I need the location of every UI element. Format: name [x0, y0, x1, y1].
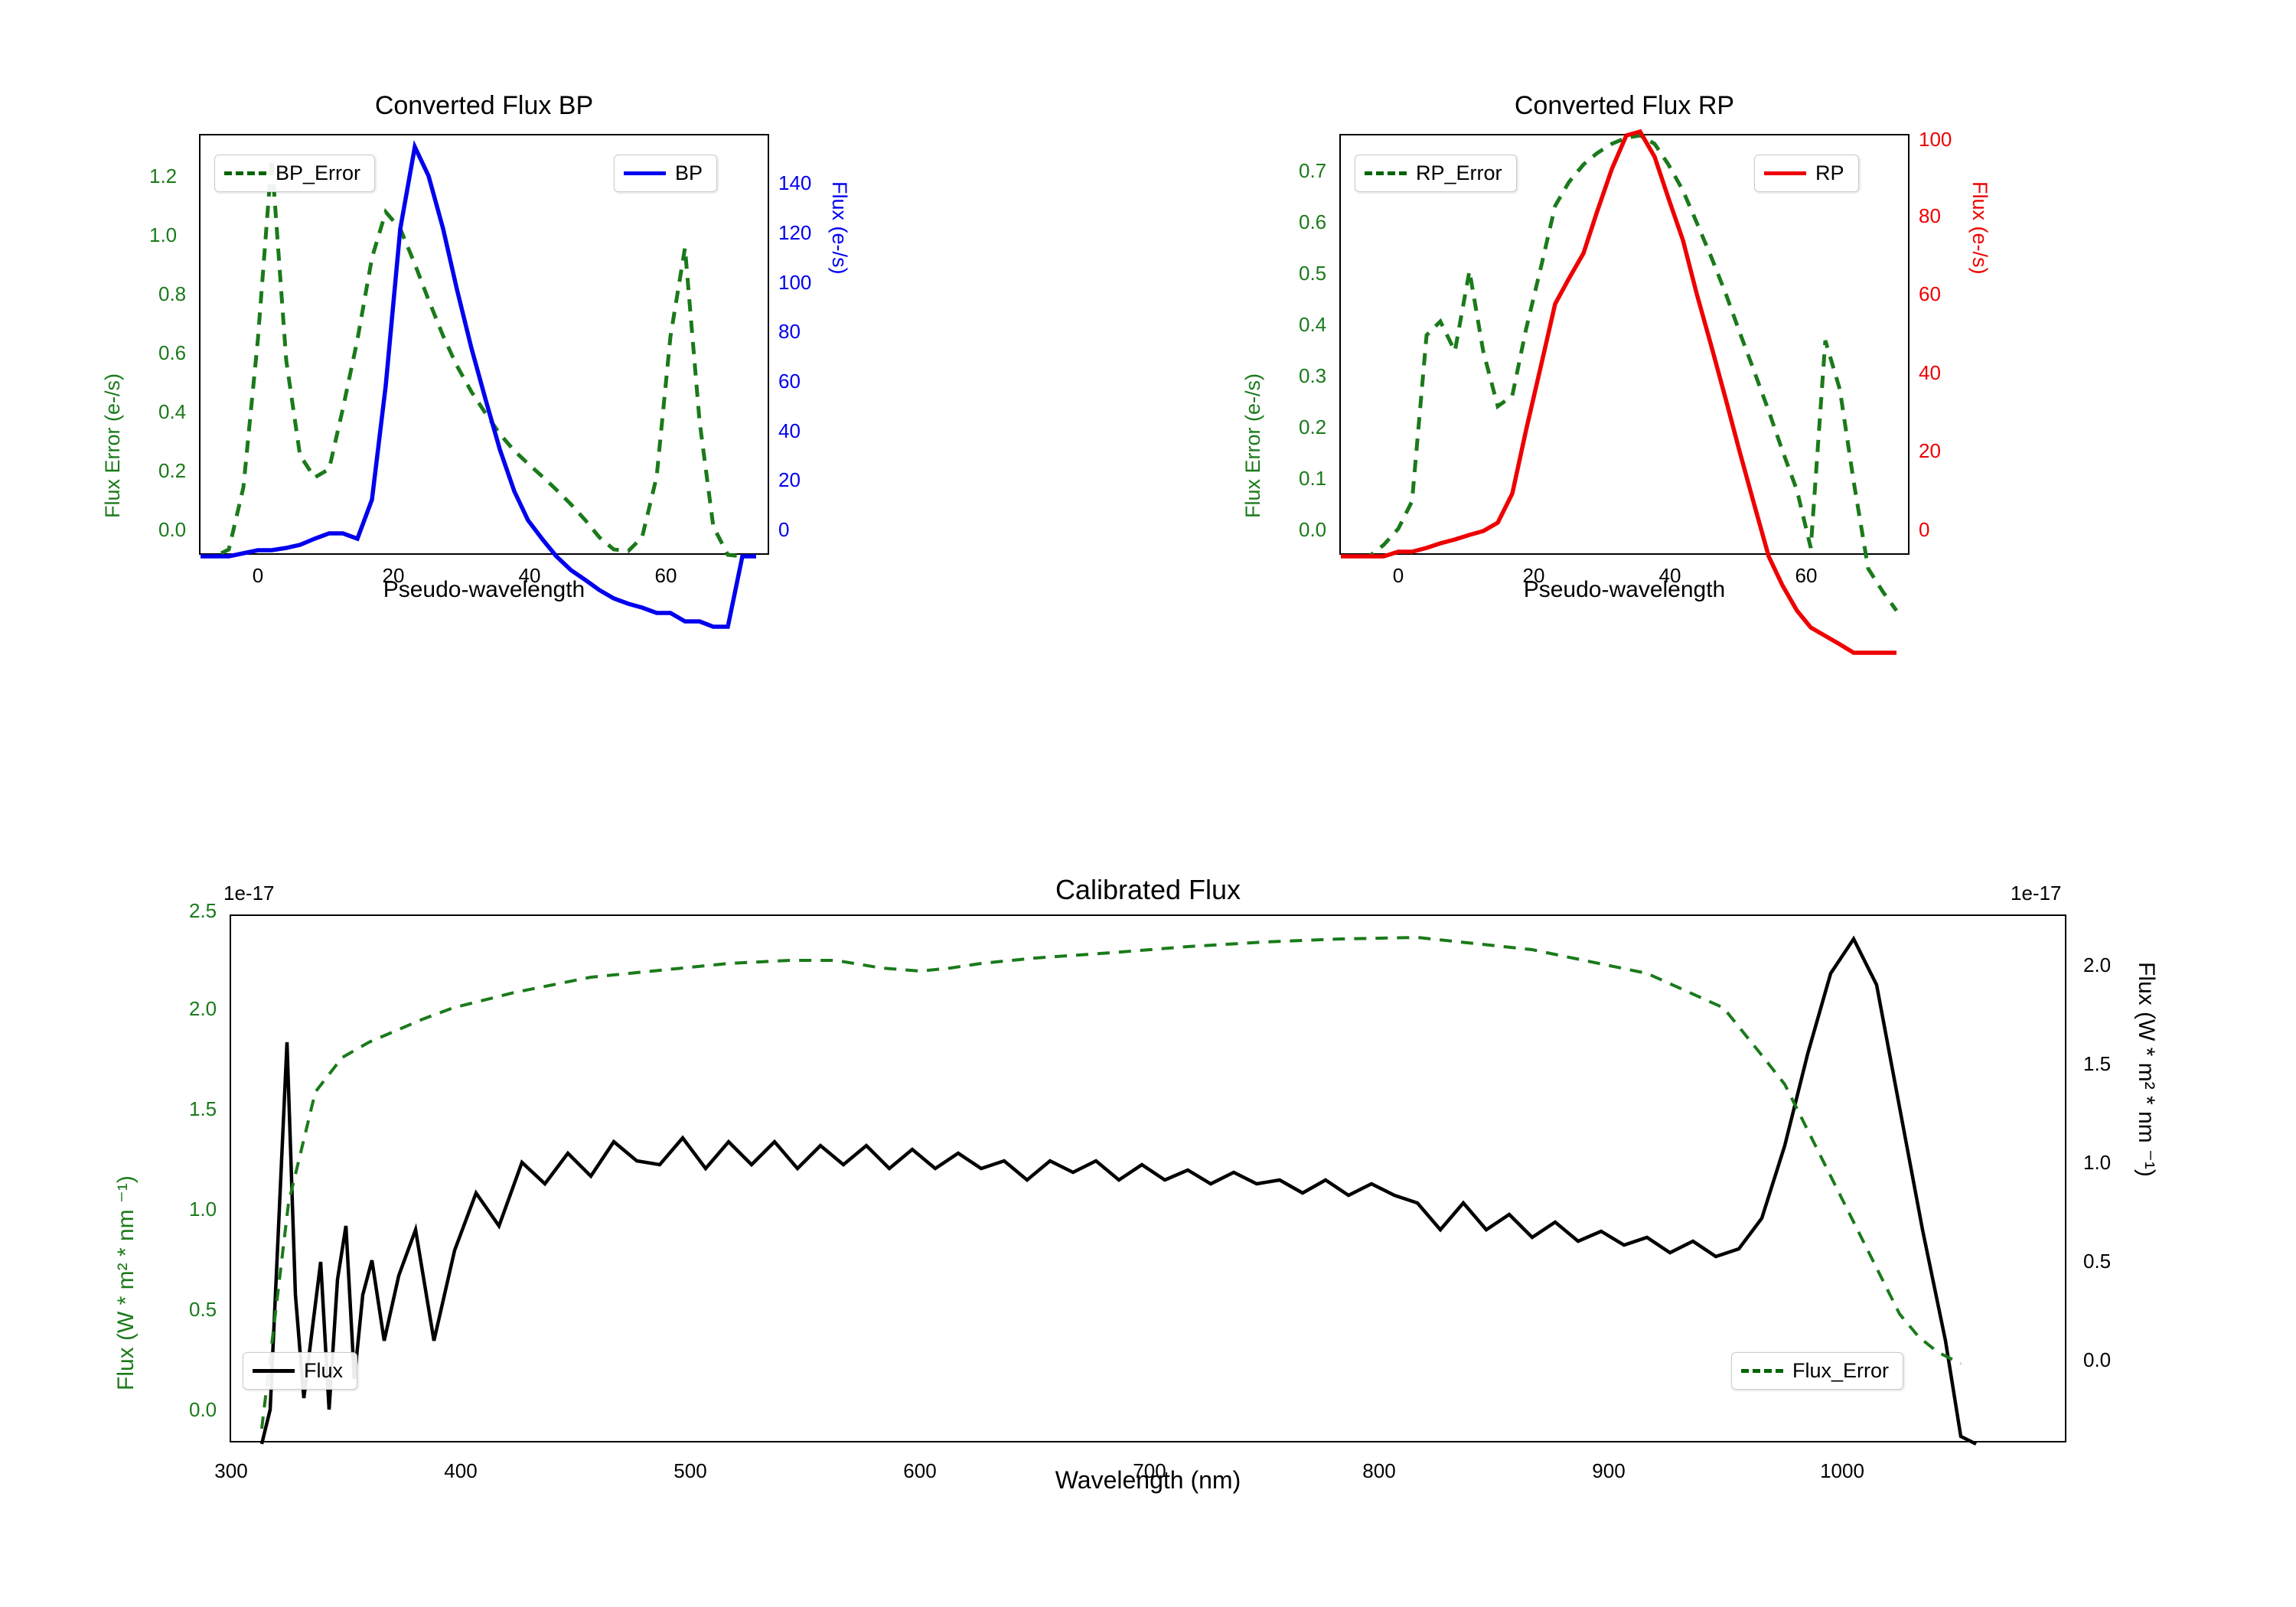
calibrated-sci-right: 1e-17 — [2011, 882, 2062, 905]
bp-series-legend-label: BP — [675, 161, 703, 185]
rp-ytick-r5: 100 — [1919, 128, 1952, 152]
bp-legend-left: BP_Error — [214, 155, 375, 192]
rp-series-legend-swatch — [1764, 171, 1806, 175]
bp-xlabel: Pseudo-wavelength — [201, 577, 768, 603]
bp-ytick-0: 0.0 — [158, 518, 186, 542]
bp-title: Converted Flux BP — [201, 91, 768, 121]
rp-title: Converted Flux RP — [1341, 91, 1908, 121]
cal-legend-left: Flux — [243, 1352, 357, 1390]
rp-ytick-6: 0.6 — [1299, 210, 1326, 234]
rp-ylabel-left: Flux Error (e-/s) — [1241, 373, 1265, 518]
rp-ytick-5: 0.5 — [1299, 262, 1326, 285]
cal-ylabel-right: Flux (W * m² * nm ⁻¹) — [2133, 962, 2160, 1177]
bp-ytick-r3: 60 — [778, 370, 801, 393]
bp-plot-svg — [201, 135, 771, 556]
cal-ytick-3: 1.5 — [189, 1097, 217, 1121]
cal-ytick-5: 2.5 — [189, 899, 217, 923]
rp-xlabel: Pseudo-wavelength — [1341, 577, 1908, 603]
bp-ytick-r2: 40 — [778, 419, 801, 443]
rp-legend-left: RP_Error — [1355, 155, 1517, 192]
rp-ytick-2: 0.2 — [1299, 416, 1326, 439]
bp-ytick-r7: 140 — [778, 171, 811, 195]
rp-ytick-3: 0.3 — [1299, 364, 1326, 388]
rp-ytick-r0: 0 — [1919, 518, 1929, 542]
cal-ytick-r2: 1.0 — [2083, 1151, 2111, 1175]
bp-ytick-r0: 0 — [778, 518, 789, 542]
bp-ylabel-right: Flux (e-/s) — [827, 181, 851, 275]
bp-ytick-r5: 100 — [778, 271, 811, 295]
cal-error-legend-swatch — [1741, 1369, 1783, 1373]
cal-ylabel-left: Flux (W * m² * nm ⁻¹) — [113, 1175, 139, 1390]
rp-ytick-0: 0.0 — [1299, 518, 1326, 542]
chart-page: Converted Flux BP 0.0 0.2 0.4 0.6 0.8 1.… — [0, 0, 2296, 1607]
cal-legend-right: Flux_Error — [1731, 1352, 1903, 1390]
rp-ylabel-right: Flux (e-/s) — [1968, 181, 1991, 275]
bp-ytick-5: 1.0 — [149, 223, 177, 247]
bp-error-legend-label: BP_Error — [276, 161, 360, 185]
rp-ytick-r1: 20 — [1919, 439, 1941, 463]
bp-ytick-r4: 80 — [778, 320, 801, 344]
panel-converted-flux-rp: Converted Flux RP 0.0 0.1 0.2 0.3 0.4 0.… — [1339, 134, 1910, 555]
cal-ytick-4: 2.0 — [189, 997, 217, 1021]
rp-series-legend-label: RP — [1815, 161, 1844, 185]
cal-xlabel: Wavelength (nm) — [231, 1466, 2065, 1495]
bp-series-legend-swatch — [624, 171, 666, 175]
calibrated-title: Calibrated Flux — [231, 874, 2065, 906]
bp-ytick-4: 0.8 — [158, 282, 186, 306]
rp-plot-svg — [1341, 135, 1911, 556]
rp-ytick-4: 0.4 — [1299, 313, 1326, 337]
rp-ytick-1: 0.1 — [1299, 467, 1326, 491]
cal-flux-legend-label: Flux — [304, 1359, 343, 1383]
bp-ytick-r6: 120 — [778, 221, 811, 245]
cal-ytick-r3: 1.5 — [2083, 1052, 2111, 1076]
calibrated-sci-left: 1e-17 — [223, 882, 275, 905]
cal-ytick-0: 0.0 — [189, 1398, 217, 1422]
cal-ytick-r1: 0.5 — [2083, 1250, 2111, 1273]
rp-ytick-7: 0.7 — [1299, 159, 1326, 183]
rp-ytick-r4: 80 — [1919, 204, 1941, 228]
rp-legend-right: RP — [1754, 155, 1859, 192]
bp-ytick-6: 1.2 — [149, 165, 177, 188]
bp-ytick-2: 0.4 — [158, 400, 186, 424]
rp-error-legend-swatch — [1365, 171, 1407, 175]
bp-ylabel-left: Flux Error (e-/s) — [101, 373, 125, 518]
rp-error-legend-label: RP_Error — [1416, 161, 1502, 185]
bp-ytick-3: 0.6 — [158, 341, 186, 365]
bp-ytick-1: 0.2 — [158, 459, 186, 483]
cal-ytick-r4: 2.0 — [2083, 953, 2111, 977]
cal-ytick-2: 1.0 — [189, 1198, 217, 1221]
cal-error-legend-label: Flux_Error — [1792, 1359, 1889, 1383]
cal-ytick-r0: 0.0 — [2083, 1348, 2111, 1372]
panel-calibrated-flux: Calibrated Flux 1e-17 1e-17 0.0 0.5 1.0 … — [230, 914, 2066, 1442]
rp-ytick-r2: 40 — [1919, 361, 1941, 385]
rp-ytick-r3: 60 — [1919, 282, 1941, 306]
cal-ytick-1: 0.5 — [189, 1298, 217, 1322]
bp-legend-right: BP — [614, 155, 717, 192]
cal-flux-legend-swatch — [253, 1369, 295, 1373]
bp-error-legend-swatch — [224, 171, 266, 175]
panel-converted-flux-bp: Converted Flux BP 0.0 0.2 0.4 0.6 0.8 1.… — [199, 134, 769, 555]
bp-ytick-r1: 20 — [778, 468, 801, 492]
